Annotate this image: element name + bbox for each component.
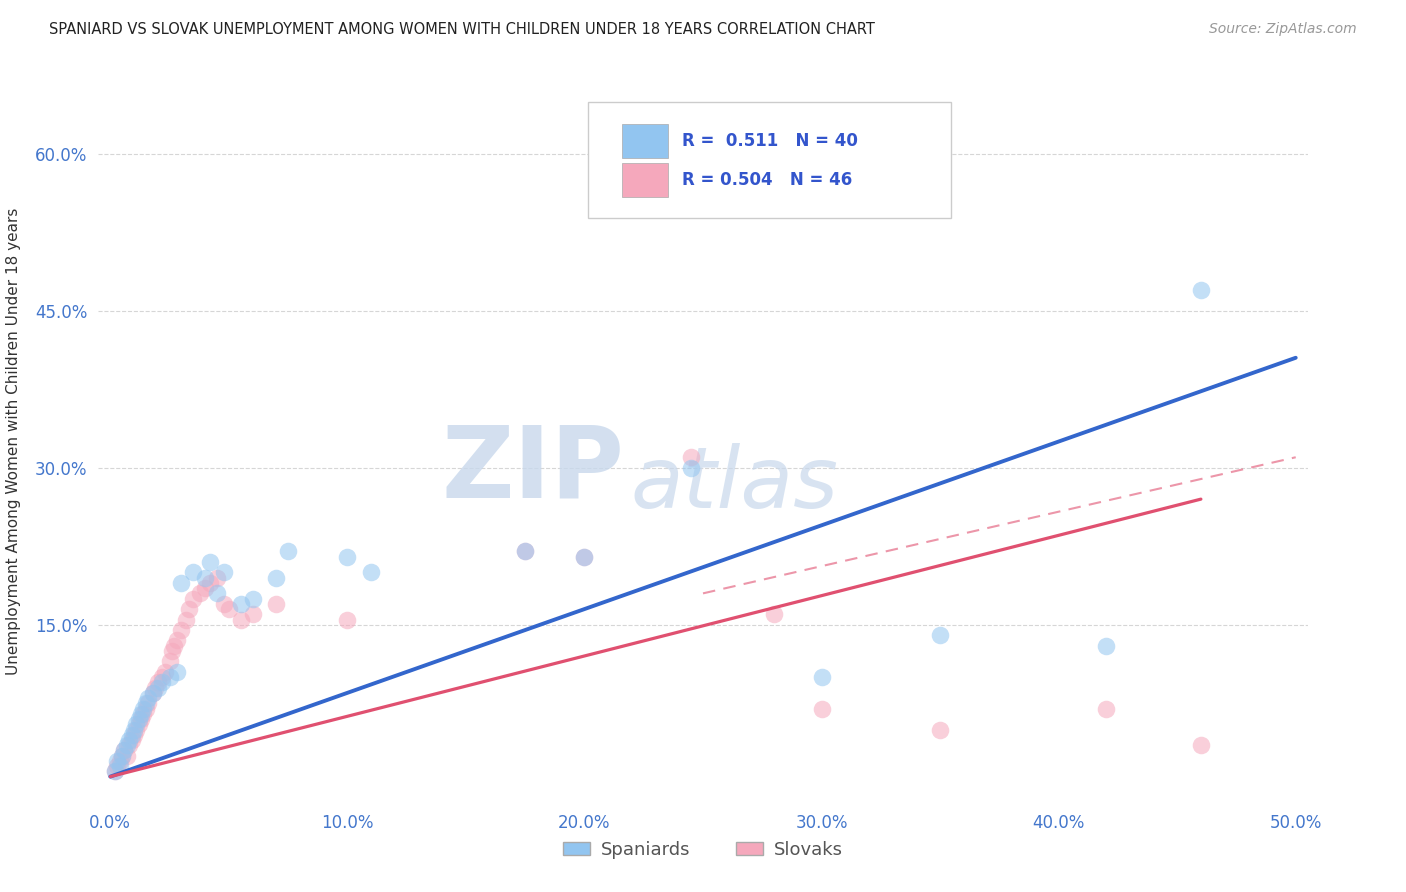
- Point: [136, 691, 159, 706]
- Point: [115, 748, 138, 763]
- Point: [125, 717, 148, 731]
- Point: [163, 639, 186, 653]
- Point: [114, 743, 136, 757]
- Point: [129, 712, 152, 726]
- Point: [146, 681, 169, 695]
- Point: [194, 571, 217, 585]
- Point: [170, 575, 193, 590]
- Point: [810, 701, 832, 715]
- Point: [336, 549, 359, 564]
- Legend: Spaniards, Slovaks: Spaniards, Slovaks: [555, 834, 851, 866]
- Text: R = 0.504   N = 46: R = 0.504 N = 46: [682, 171, 852, 189]
- Point: [118, 733, 141, 747]
- Text: atlas: atlas: [630, 443, 838, 526]
- Point: [159, 655, 181, 669]
- Point: [121, 728, 143, 742]
- Point: [264, 597, 287, 611]
- Point: [574, 549, 596, 564]
- Point: [1189, 283, 1212, 297]
- Point: [105, 759, 128, 773]
- Point: [681, 450, 703, 465]
- Point: [152, 670, 174, 684]
- Text: Source: ZipAtlas.com: Source: ZipAtlas.com: [1209, 22, 1357, 37]
- Point: [190, 586, 212, 600]
- FancyBboxPatch shape: [621, 124, 668, 158]
- Point: [153, 665, 176, 679]
- Point: [198, 575, 221, 590]
- Point: [810, 670, 832, 684]
- Point: [212, 566, 235, 580]
- Point: [122, 723, 145, 737]
- Point: [121, 733, 143, 747]
- Point: [125, 723, 148, 737]
- Point: [277, 544, 299, 558]
- Point: [1189, 738, 1212, 752]
- Point: [181, 591, 204, 606]
- Point: [135, 696, 157, 710]
- FancyBboxPatch shape: [621, 162, 668, 197]
- Point: [142, 686, 165, 700]
- Text: SPANIARD VS SLOVAK UNEMPLOYMENT AMONG WOMEN WITH CHILDREN UNDER 18 YEARS CORRELA: SPANIARD VS SLOVAK UNEMPLOYMENT AMONG WO…: [49, 22, 875, 37]
- Point: [929, 723, 952, 737]
- Point: [128, 712, 150, 726]
- Point: [166, 633, 188, 648]
- Point: [111, 748, 134, 763]
- Point: [118, 738, 141, 752]
- Point: [929, 628, 952, 642]
- Point: [336, 613, 359, 627]
- Point: [142, 686, 165, 700]
- Point: [160, 644, 183, 658]
- Point: [129, 706, 152, 721]
- Point: [174, 613, 197, 627]
- Point: [229, 613, 252, 627]
- Point: [122, 728, 145, 742]
- Point: [108, 759, 131, 773]
- Point: [264, 571, 287, 585]
- Point: [212, 597, 235, 611]
- Point: [692, 183, 714, 197]
- Point: [104, 764, 127, 779]
- Point: [159, 670, 181, 684]
- Point: [152, 675, 174, 690]
- Point: [132, 706, 155, 721]
- Point: [198, 555, 221, 569]
- Point: [166, 665, 188, 679]
- Point: [177, 602, 200, 616]
- Point: [135, 701, 157, 715]
- Point: [132, 701, 155, 715]
- Point: [181, 566, 204, 580]
- Point: [1095, 639, 1118, 653]
- Point: [108, 754, 131, 768]
- Point: [136, 696, 159, 710]
- Point: [229, 597, 252, 611]
- Text: R =  0.511   N = 40: R = 0.511 N = 40: [682, 132, 858, 150]
- Point: [146, 675, 169, 690]
- Y-axis label: Unemployment Among Women with Children Under 18 years: Unemployment Among Women with Children U…: [6, 208, 21, 675]
- Point: [218, 602, 240, 616]
- Point: [205, 586, 228, 600]
- Point: [515, 544, 537, 558]
- Point: [242, 591, 264, 606]
- Point: [111, 748, 134, 763]
- FancyBboxPatch shape: [588, 102, 950, 218]
- Point: [114, 743, 136, 757]
- Point: [763, 607, 786, 622]
- Point: [115, 738, 138, 752]
- Point: [143, 681, 166, 695]
- Point: [681, 460, 703, 475]
- Point: [128, 717, 150, 731]
- Point: [194, 581, 217, 595]
- Text: ZIP: ZIP: [441, 422, 624, 519]
- Point: [360, 566, 382, 580]
- Point: [104, 764, 127, 779]
- Point: [515, 544, 537, 558]
- Point: [574, 549, 596, 564]
- Point: [170, 623, 193, 637]
- Point: [205, 571, 228, 585]
- Point: [1095, 701, 1118, 715]
- Point: [105, 754, 128, 768]
- Point: [242, 607, 264, 622]
